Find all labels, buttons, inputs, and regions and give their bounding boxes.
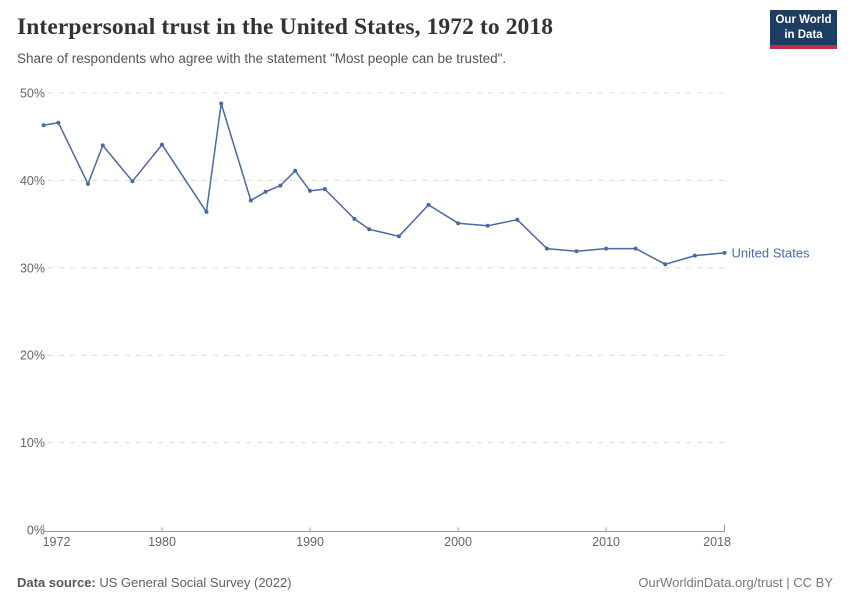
x-tick-label-2010: 2010 xyxy=(592,535,620,549)
data-point-1980[interactable] xyxy=(160,142,164,147)
data-point-2008[interactable] xyxy=(574,249,579,254)
data-point-1976[interactable] xyxy=(100,143,105,148)
data-point-2012[interactable] xyxy=(633,246,638,251)
y-tick-label-40: 40% xyxy=(20,174,45,188)
page-title: Interpersonal trust in the United States… xyxy=(17,14,554,40)
chart-header: Interpersonal trust in the United States… xyxy=(0,0,850,80)
owid-logo-line2: in Data xyxy=(784,28,823,41)
data-point-1986[interactable] xyxy=(248,198,253,203)
data-point-1984[interactable] xyxy=(219,101,224,106)
owid-logo[interactable]: Our World in Data xyxy=(770,10,837,49)
data-point-1996[interactable] xyxy=(396,234,401,239)
y-tick-label-50: 50% xyxy=(20,87,45,101)
owid-logo-stripe xyxy=(770,45,837,49)
data-point-2018[interactable] xyxy=(722,250,727,255)
data-point-1972[interactable] xyxy=(41,123,46,128)
page-subtitle: Share of respondents who agree with the … xyxy=(17,51,507,66)
data-source-text: US General Social Survey (2022) xyxy=(95,575,292,590)
owid-logo-text: Our World in Data xyxy=(770,10,837,45)
data-point-2010[interactable] xyxy=(604,246,609,251)
data-point-1978[interactable] xyxy=(130,179,135,184)
y-tick-label-10: 10% xyxy=(20,436,45,450)
data-point-1998[interactable] xyxy=(426,202,431,207)
data-point-1973[interactable] xyxy=(56,120,61,125)
data-point-2002[interactable] xyxy=(485,223,490,228)
chart-footer: Data source: US General Social Survey (2… xyxy=(17,575,833,590)
data-point-1989[interactable] xyxy=(293,168,298,173)
data-point-2004[interactable] xyxy=(515,217,520,222)
data-point-1987[interactable] xyxy=(263,189,268,194)
x-tick-label-1980: 1980 xyxy=(148,535,176,549)
data-point-2016[interactable] xyxy=(692,253,697,258)
data-point-1990[interactable] xyxy=(308,188,312,193)
y-tick-label-0: 0% xyxy=(27,524,45,538)
data-source: Data source: US General Social Survey (2… xyxy=(17,575,292,590)
x-tick-label-1990: 1990 xyxy=(296,535,324,549)
data-point-2000[interactable] xyxy=(456,221,461,226)
data-point-1988[interactable] xyxy=(278,183,283,188)
series-end-label: United States xyxy=(732,245,811,260)
data-point-1994[interactable] xyxy=(367,227,372,232)
data-point-1991[interactable] xyxy=(322,187,327,192)
data-point-1993[interactable] xyxy=(352,216,357,221)
x-tick-label-1972: 1972 xyxy=(43,535,71,549)
y-tick-label-30: 30% xyxy=(20,261,45,275)
owid-logo-line1: Our World xyxy=(775,14,832,27)
footer-attribution[interactable]: OurWorldinData.org/trust | CC BY xyxy=(638,575,833,590)
data-source-label: Data source: xyxy=(17,575,96,590)
data-point-2014[interactable] xyxy=(663,262,668,267)
y-tick-label-20: 20% xyxy=(20,349,45,363)
x-tick-label-2018: 2018 xyxy=(703,535,731,549)
data-point-1975[interactable] xyxy=(86,181,90,186)
x-tick-label-2000: 2000 xyxy=(444,535,472,549)
data-point-1983[interactable] xyxy=(204,209,209,214)
chart-area: 0% 10% 20% 30% 40% 50% 1972 1980 1990 2000 2010 201… xyxy=(0,80,850,550)
series-line-united-states[interactable] xyxy=(42,102,726,266)
chart-canvas[interactable]: 0% 10% 20% 30% 40% 50% 1972 1980 1990 2000 2010 201… xyxy=(0,80,850,550)
data-point-2006[interactable] xyxy=(544,246,549,251)
